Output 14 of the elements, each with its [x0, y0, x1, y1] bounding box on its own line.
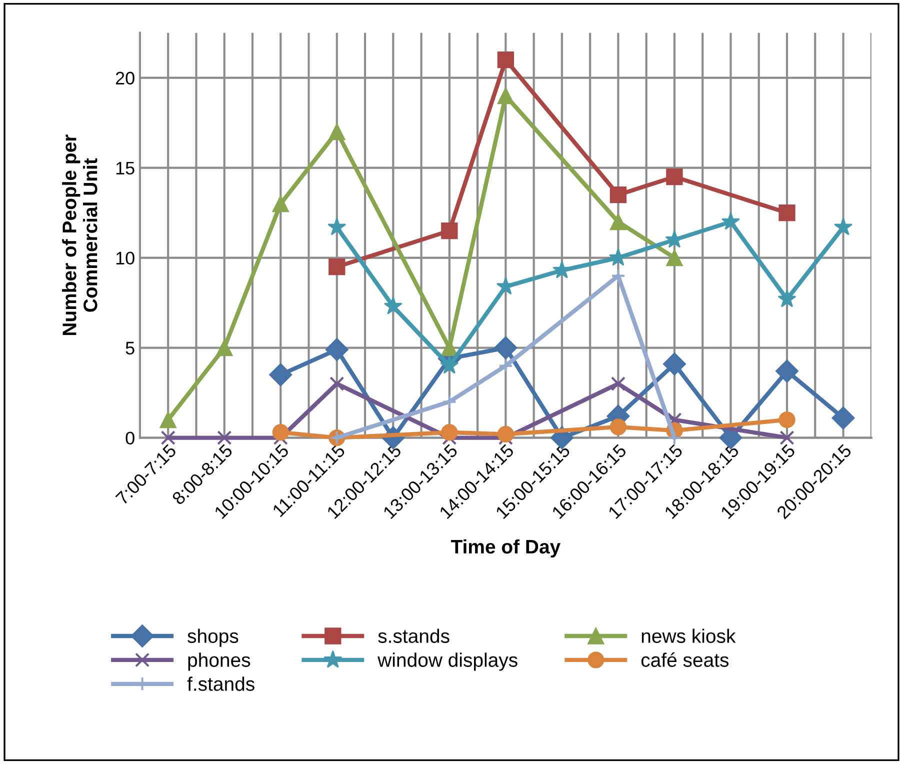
y-tick-label: 20 — [116, 72, 134, 85]
legend-label: f.stands — [187, 676, 254, 691]
y-tick-label: 10 — [116, 252, 134, 265]
legend-label: window displays — [378, 652, 518, 671]
y-axis-title: Number of People per Commercial Unit — [62, 134, 98, 336]
legend-label: phones — [188, 652, 250, 671]
y-tick-label: 0 — [126, 432, 134, 444]
legend-label: news kiosk — [642, 628, 736, 643]
x-axis-title: Time of Day — [450, 539, 561, 558]
legend-label: café seats — [641, 652, 729, 667]
y-tick-label: 15 — [116, 162, 134, 175]
legend-label: shops — [188, 628, 238, 647]
y-tick-label: 5 — [126, 342, 134, 355]
legend-label: s.stands — [378, 628, 450, 643]
